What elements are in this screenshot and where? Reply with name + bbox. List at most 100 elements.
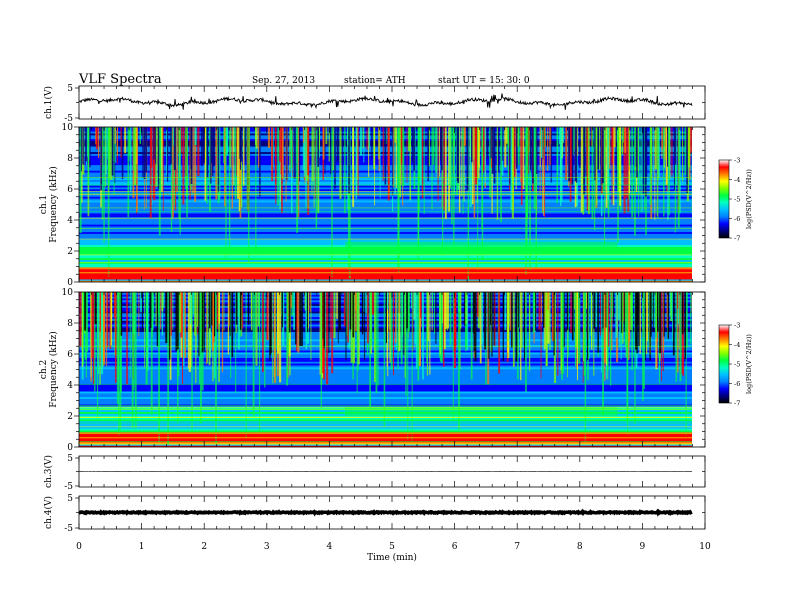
dark-gap: [247, 292, 250, 325]
sferic-streak: [280, 127, 282, 175]
sferic-streak: [509, 292, 512, 331]
sferic-spike: [348, 127, 351, 279]
y-axis-label-line: ch.3(V): [43, 455, 54, 488]
y-axis-label-line: ch.2: [39, 360, 49, 379]
y-tick-label: 5: [67, 454, 73, 464]
sferic-spike: [398, 127, 400, 274]
sferic-streak: [160, 292, 162, 330]
sferic-streak: [98, 127, 100, 159]
sferic-streak: [309, 292, 311, 312]
sferic-streak: [129, 292, 131, 378]
dark-gap: [642, 127, 645, 195]
dark-gap: [306, 292, 309, 333]
dark-gap: [597, 127, 600, 170]
sferic-streak: [520, 127, 523, 205]
sferic-streak: [395, 127, 397, 189]
sferic-streak: [479, 292, 482, 364]
dark-gap: [427, 127, 430, 182]
ch4-waveform: Time (min): [78, 495, 706, 563]
dark-gap: [89, 127, 91, 168]
sferic-streak: [180, 127, 182, 153]
sferic-streak: [266, 292, 269, 341]
sferic-spike: [642, 292, 644, 401]
sferic-streak: [221, 292, 224, 373]
y-tick-label: 6: [67, 185, 73, 195]
sferic-streak: [641, 127, 643, 212]
freq-band: [79, 276, 692, 279]
freq-band: [79, 292, 692, 295]
sferic-streak: [170, 292, 172, 336]
sferic-streak: [533, 292, 536, 311]
sferic-streak: [310, 292, 312, 361]
sferic-spike: [255, 127, 257, 252]
colorbar: -3 -4 -5 -6 -7 log(PSD(V^2/Hz)): [718, 322, 753, 408]
sferic-streak: [109, 292, 112, 349]
colorbar: -3 -4 -5 -6 -7 log(PSD(V^2/Hz)): [718, 157, 753, 243]
sferic-spike: [158, 292, 160, 442]
freq-band: [79, 257, 692, 260]
sferic-spike: [500, 127, 502, 223]
sferic-streak: [176, 127, 178, 192]
freq-band: [79, 207, 692, 210]
colorbar-tick-label: -5: [734, 361, 740, 369]
sferic-streak: [520, 292, 523, 348]
colorbar-tick-label: -5: [734, 196, 740, 204]
sferic-streak: [160, 127, 162, 168]
dark-gap: [550, 127, 552, 183]
sferic-streak: [389, 292, 391, 351]
dark-gap: [201, 292, 204, 353]
station-label: station= ATH: [344, 76, 406, 86]
sferic-streak: [348, 292, 351, 349]
sferic-streak: [448, 127, 451, 212]
sferic-streak: [453, 292, 456, 369]
dark-gap: [348, 127, 350, 194]
y-tick-label: -5: [64, 482, 73, 492]
dark-gap: [259, 127, 261, 197]
sferic-streak: [615, 292, 618, 339]
sferic-streak: [477, 292, 480, 329]
sferic-streak: [218, 292, 220, 382]
dark-gap: [371, 127, 373, 159]
sferic-streak: [670, 292, 673, 321]
sferic-streak: [285, 127, 287, 202]
y-tick-label: 10: [62, 288, 74, 298]
freq-band: [79, 200, 692, 203]
colorbar-label: log(PSD(V^2/Hz)): [745, 169, 753, 229]
y-tick-label: 4: [67, 216, 73, 226]
y-tick-label: 6: [67, 350, 73, 360]
sferic-spike: [525, 292, 527, 392]
freq-band: [79, 363, 692, 366]
freq-band: [79, 376, 692, 379]
freq-band: [79, 335, 692, 338]
dark-gap: [337, 292, 339, 344]
sferic-spike: [96, 292, 99, 419]
dark-gap: [553, 292, 555, 356]
sferic-streak: [436, 127, 438, 178]
dark-gap: [529, 127, 532, 171]
dark-gap: [154, 127, 156, 164]
sferic-streak: [324, 292, 326, 368]
sferic-spike: [134, 292, 137, 429]
sferic-streak: [506, 292, 509, 342]
freq-band: [79, 239, 692, 242]
freq-band: [79, 209, 692, 212]
sferic-streak: [684, 127, 687, 175]
sferic-spike: [331, 127, 333, 277]
colorbar-tick-label: -7: [734, 400, 740, 408]
sferic-streak: [540, 292, 542, 379]
sferic-streak: [408, 292, 410, 332]
sferic-streak: [100, 292, 102, 332]
sferic-streak: [600, 292, 602, 336]
y-tick-label: 10: [62, 123, 74, 133]
sferic-streak: [243, 127, 245, 187]
sferic-streak: [462, 127, 464, 154]
sferic-streak: [155, 127, 158, 188]
sferic-streak: [250, 292, 253, 331]
sferic-streak: [241, 292, 243, 337]
sferic-streak: [379, 127, 381, 199]
y-ticks: 5 -5: [64, 84, 705, 124]
freq-band: [79, 402, 692, 405]
sferic-streak: [357, 127, 359, 196]
sferic-streak: [274, 292, 276, 384]
dark-gap: [301, 292, 303, 347]
